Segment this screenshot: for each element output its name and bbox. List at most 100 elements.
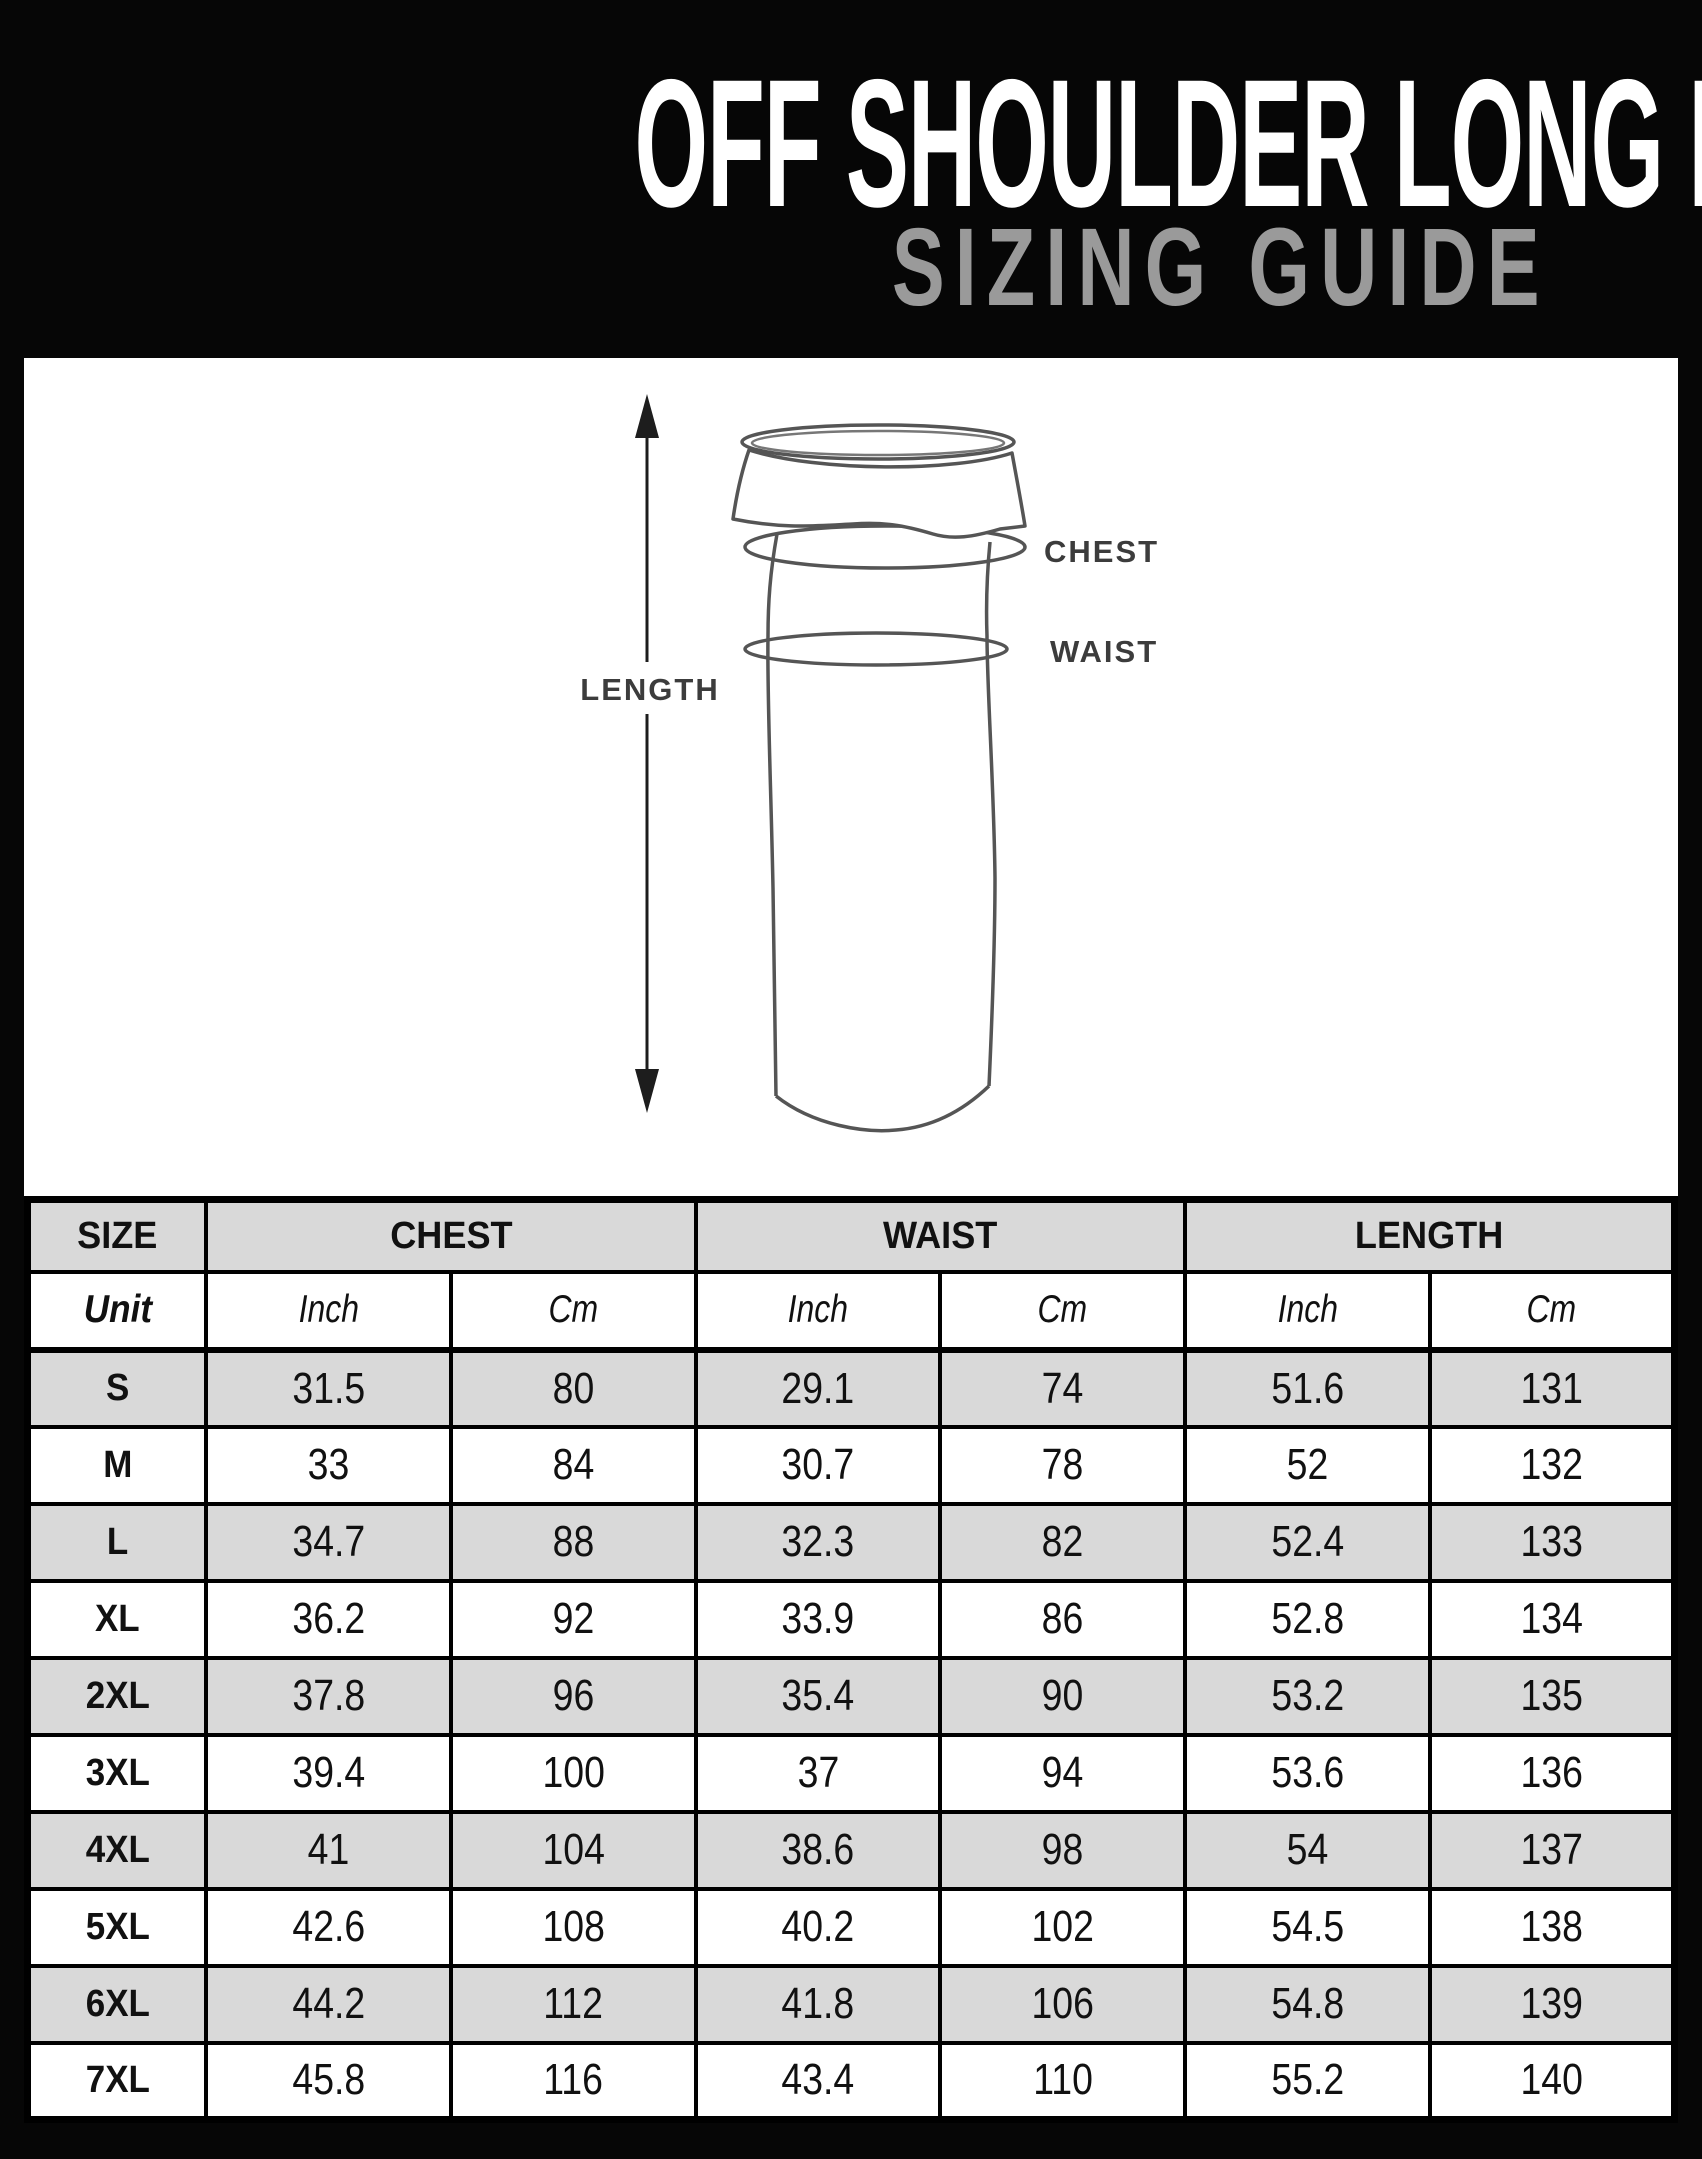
chest-label: CHEST: [1044, 534, 1159, 569]
col-header-size: SIZE: [25, 1197, 209, 1274]
value-cell: 110: [938, 2040, 1188, 2122]
value-cell: 138: [1427, 1886, 1677, 1968]
dress-ruffle: [731, 448, 1027, 539]
value-cell: 52: [1183, 1424, 1432, 1506]
size-row-xl: XL 36.2 92 33.9 86 52.8 134: [25, 1578, 1677, 1660]
value-cell: 137: [1427, 1809, 1677, 1891]
value-cell: 80: [448, 1347, 698, 1429]
page-subtitle: SIZING GUIDE: [892, 206, 1550, 329]
banner: OFF SHOULDER LONG DRESS SIZING GUIDE: [0, 0, 1702, 358]
length-label: LENGTH: [580, 672, 719, 707]
value-cell: 37.8: [204, 1655, 453, 1737]
value-cell: 133: [1427, 1501, 1677, 1583]
value-cell: 51.6: [1183, 1347, 1432, 1429]
size-label: 2XL: [25, 1655, 209, 1737]
value-cell: 54.8: [1183, 1963, 1432, 2045]
chest-measure-ring: [743, 524, 1027, 570]
value-cell: 100: [448, 1732, 698, 1814]
value-cell: 34.7: [204, 1501, 453, 1583]
dress-measurement-diagram: LENGTH CHEST WAIST: [580, 394, 1159, 1133]
value-cell: 52.4: [1183, 1501, 1432, 1583]
value-cell: 112: [448, 1963, 698, 2045]
value-cell: 36.2: [204, 1578, 453, 1660]
value-cell: 86: [938, 1578, 1188, 1660]
value-cell: 92: [448, 1578, 698, 1660]
value-cell: 29.1: [693, 1347, 943, 1429]
neckline-inner: [750, 429, 1006, 457]
value-cell: 40.2: [693, 1886, 943, 1968]
size-row-s: S 31.5 80 29.1 74 51.6 131: [25, 1347, 1677, 1429]
size-label: S: [25, 1347, 209, 1429]
value-cell: 31.5: [204, 1347, 453, 1429]
unit-cell: Cm: [448, 1269, 698, 1353]
size-table-container: SIZE CHEST WAIST LENGTH Unit Inch Cm Inc…: [24, 1196, 1678, 2123]
col-header-chest: CHEST: [204, 1197, 698, 1274]
value-cell: 41: [204, 1809, 453, 1891]
value-cell: 38.6: [693, 1809, 943, 1891]
value-cell: 132: [1427, 1424, 1677, 1506]
unit-row: Unit Inch Cm Inch Cm Inch Cm: [25, 1269, 1677, 1353]
dress-right-edge: [984, 541, 997, 1087]
waist-label: WAIST: [1050, 634, 1158, 669]
col-header-waist: WAIST: [693, 1197, 1188, 1274]
page-title-text: OFF SHOULDER LONG DRESS: [634, 41, 1702, 245]
value-cell: 94: [938, 1732, 1188, 1814]
value-cell: 30.7: [693, 1424, 943, 1506]
waist-measure-ring: [743, 631, 1009, 667]
size-row-2xl: 2XL 37.8 96 35.4 90 53.2 135: [25, 1655, 1677, 1737]
unit-cell: Inch: [1183, 1269, 1432, 1353]
value-cell: 98: [938, 1809, 1188, 1891]
value-cell: 35.4: [693, 1655, 943, 1737]
value-cell: 52.8: [1183, 1578, 1432, 1660]
value-cell: 53.2: [1183, 1655, 1432, 1737]
size-label: 5XL: [25, 1886, 209, 1968]
unit-cell: Cm: [938, 1269, 1188, 1353]
dress-outline: [731, 423, 1027, 1133]
value-cell: 82: [938, 1501, 1188, 1583]
value-cell: 135: [1427, 1655, 1677, 1737]
value-cell: 78: [938, 1424, 1188, 1506]
size-label: 4XL: [25, 1809, 209, 1891]
value-cell: 108: [448, 1886, 698, 1968]
value-cell: 37: [693, 1732, 943, 1814]
page-title: OFF SHOULDER LONG DRESS: [0, 52, 1702, 234]
value-cell: 33: [204, 1424, 453, 1506]
length-label-backing: [580, 662, 720, 714]
value-cell: 32.3: [693, 1501, 943, 1583]
value-cell: 42.6: [204, 1886, 453, 1968]
value-cell: 106: [938, 1963, 1188, 2045]
size-row-3xl: 3XL 39.4 100 37 94 53.6 136: [25, 1732, 1677, 1814]
value-cell: 44.2: [204, 1963, 453, 2045]
value-cell: 39.4: [204, 1732, 453, 1814]
size-row-4xl: 4XL 41 104 38.6 98 54 137: [25, 1809, 1677, 1891]
value-cell: 139: [1427, 1963, 1677, 2045]
value-cell: 90: [938, 1655, 1188, 1737]
value-cell: 41.8: [693, 1963, 943, 2045]
size-label: 6XL: [25, 1963, 209, 2045]
value-cell: 131: [1427, 1347, 1677, 1429]
size-row-6xl: 6XL 44.2 112 41.8 106 54.8 139: [25, 1963, 1677, 2045]
value-cell: 104: [448, 1809, 698, 1891]
value-cell: 136: [1427, 1732, 1677, 1814]
value-cell: 45.8: [204, 2040, 453, 2122]
table-header-row: SIZE CHEST WAIST LENGTH: [25, 1197, 1677, 1274]
value-cell: 84: [448, 1424, 698, 1506]
value-cell: 43.4: [693, 2040, 943, 2122]
value-cell: 96: [448, 1655, 698, 1737]
dress-left-edge: [766, 533, 779, 1097]
value-cell: 74: [938, 1347, 1188, 1429]
size-label: M: [25, 1424, 209, 1506]
value-cell: 88: [448, 1501, 698, 1583]
size-label: 3XL: [25, 1732, 209, 1814]
dress-hem: [774, 1084, 991, 1133]
size-row-7xl: 7XL 45.8 116 43.4 110 55.2 140: [25, 2040, 1677, 2122]
size-label: L: [25, 1501, 209, 1583]
size-row-m: M 33 84 30.7 78 52 132: [25, 1424, 1677, 1506]
col-header-length: LENGTH: [1183, 1197, 1677, 1274]
value-cell: 134: [1427, 1578, 1677, 1660]
length-arrow: [635, 394, 659, 1113]
value-cell: 33.9: [693, 1578, 943, 1660]
value-cell: 55.2: [1183, 2040, 1432, 2122]
value-cell: 54: [1183, 1809, 1432, 1891]
unit-row-label: Unit: [25, 1269, 209, 1353]
